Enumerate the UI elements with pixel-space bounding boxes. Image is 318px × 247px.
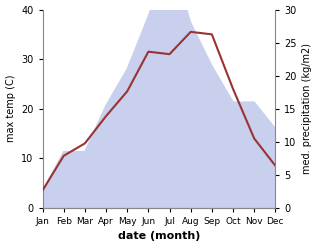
X-axis label: date (month): date (month) (118, 231, 200, 242)
Y-axis label: med. precipitation (kg/m2): med. precipitation (kg/m2) (302, 43, 313, 174)
Y-axis label: max temp (C): max temp (C) (5, 75, 16, 143)
